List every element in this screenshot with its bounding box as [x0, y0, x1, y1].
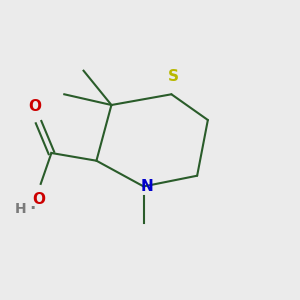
Text: S: S: [168, 69, 179, 84]
Text: H: H: [14, 202, 26, 216]
Text: O: O: [32, 192, 45, 207]
Text: N: N: [141, 179, 153, 194]
Text: ·: ·: [29, 200, 35, 218]
Text: O: O: [28, 99, 41, 114]
